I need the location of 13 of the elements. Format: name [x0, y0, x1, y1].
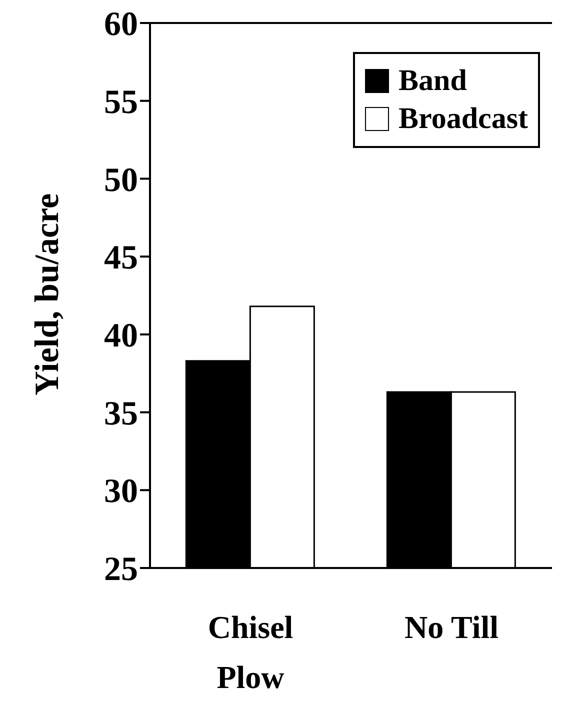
y-tick-label: 35 [104, 395, 138, 432]
y-tick-label: 60 [104, 6, 138, 44]
y-tick-label: 40 [104, 318, 138, 354]
y-tick-label: 25 [104, 551, 138, 588]
y-tick-label: 50 [104, 162, 138, 199]
x-tick-label: No Till [404, 609, 499, 645]
y-tick-label: 45 [104, 240, 138, 277]
legend-label: Band [398, 64, 467, 98]
y-tick-label: 55 [104, 84, 138, 121]
legend-label: Broadcast [398, 102, 528, 136]
y-axis-title: Yield, bu/acre [29, 193, 66, 396]
y-tick-label: 30 [104, 473, 138, 510]
x-tick-label: Chisel Plow [208, 609, 294, 695]
